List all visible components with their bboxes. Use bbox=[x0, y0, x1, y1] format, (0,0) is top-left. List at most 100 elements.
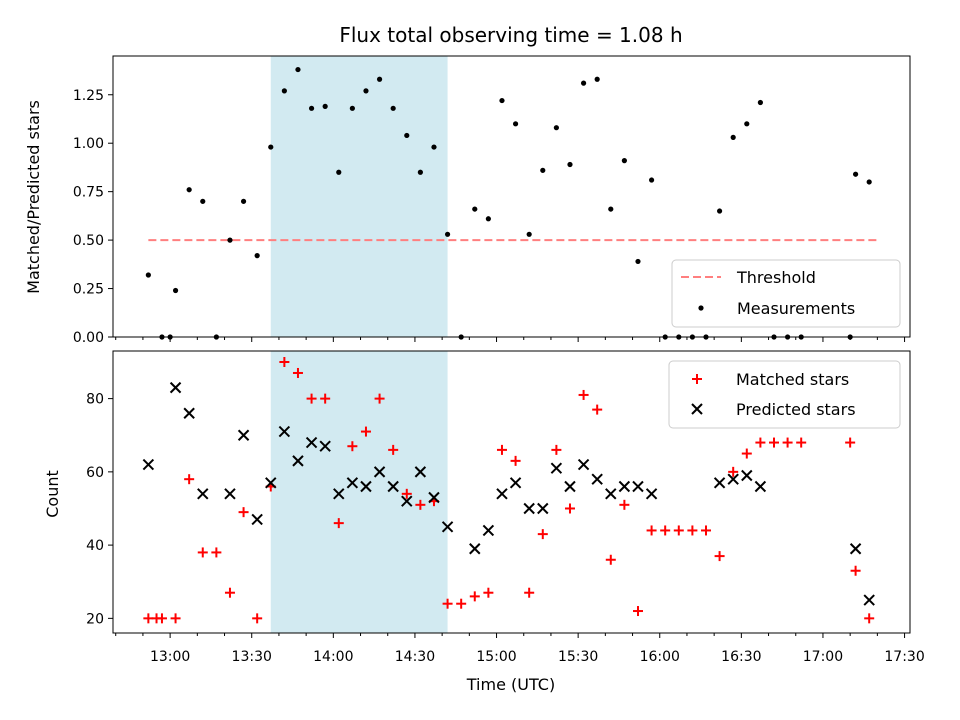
matched-star-point bbox=[151, 613, 162, 624]
legend-predicted-label: Predicted stars bbox=[736, 400, 856, 419]
predicted-star-point bbox=[618, 480, 631, 493]
matched-star-point bbox=[537, 529, 548, 540]
legend-box bbox=[671, 259, 901, 328]
y-tick-label: 80 bbox=[86, 392, 104, 408]
legend-matched-label: Matched stars bbox=[736, 370, 849, 389]
matched-star-point bbox=[211, 547, 222, 558]
matched-star-point bbox=[292, 367, 303, 378]
matched-star-point bbox=[714, 551, 725, 562]
x-tick-label: 17:30 bbox=[884, 649, 924, 665]
matched-star-point bbox=[646, 525, 657, 536]
measurement-point bbox=[172, 287, 179, 294]
measurement-point bbox=[499, 97, 505, 104]
y-tick-label: 0.75 bbox=[73, 185, 104, 201]
measurement-point bbox=[621, 158, 627, 164]
measurement-point bbox=[295, 66, 301, 73]
measurement-point bbox=[852, 171, 859, 177]
predicted-star-point bbox=[469, 543, 481, 555]
matched-star-point bbox=[279, 356, 290, 367]
predicted-star-point bbox=[849, 543, 862, 555]
y-tick-label: 20 bbox=[86, 611, 104, 627]
predicted-star-point bbox=[183, 407, 195, 419]
predicted-star-point bbox=[441, 521, 454, 533]
predicted-star-point bbox=[251, 513, 263, 526]
legend-measurements-swatch bbox=[698, 305, 704, 311]
predicted-star-point bbox=[292, 455, 304, 467]
matched-star-point bbox=[782, 437, 793, 448]
measurement-point bbox=[744, 121, 750, 127]
predicted-star-point bbox=[577, 458, 590, 471]
x-axis-label: Time (UTC) bbox=[466, 675, 555, 694]
predicted-star-point bbox=[346, 477, 359, 489]
legend-predicted-swatch bbox=[691, 403, 703, 415]
y-tick-label: 1.00 bbox=[73, 136, 104, 152]
matched-star-point bbox=[700, 525, 711, 536]
matched-star-point bbox=[592, 404, 603, 415]
matched-star-point bbox=[741, 448, 752, 459]
predicted-star-point bbox=[142, 458, 155, 471]
x-tick-label: 15:30 bbox=[558, 649, 598, 665]
matched-star-point bbox=[224, 587, 235, 598]
shaded-time-span bbox=[270, 351, 448, 633]
measurement-point bbox=[580, 80, 587, 86]
predicted-star-point bbox=[509, 477, 522, 489]
ratio-panel: Flux total observing time = 1.08 h Match… bbox=[24, 23, 911, 346]
matched-star-point bbox=[333, 518, 344, 529]
count-panel: Count Time (UTC) 13:00 13:30 14:00 14:30 15:… bbox=[43, 350, 925, 694]
measurement-point bbox=[404, 132, 410, 139]
measurement-point bbox=[866, 179, 872, 185]
predicted-star-point bbox=[605, 488, 617, 500]
matched-star-point bbox=[796, 437, 807, 448]
matched-star-point bbox=[456, 598, 467, 609]
predicted-star-point bbox=[197, 488, 209, 500]
measurement-point bbox=[526, 231, 532, 237]
matched-star-point bbox=[687, 525, 698, 536]
x-tick-label: 13:00 bbox=[150, 649, 190, 665]
matched-star-point bbox=[619, 499, 630, 510]
measurement-point bbox=[363, 88, 369, 94]
x-tick-label: 15:00 bbox=[476, 649, 516, 665]
matched-star-point bbox=[401, 488, 412, 499]
matched-star-point bbox=[415, 499, 426, 510]
matched-star-point bbox=[306, 393, 317, 404]
predicted-star-point bbox=[428, 491, 440, 504]
predicted-star-point bbox=[727, 473, 739, 485]
predicted-star-point bbox=[333, 488, 345, 500]
measurement-point bbox=[608, 206, 614, 212]
legend-threshold-label: Threshold bbox=[736, 268, 816, 287]
measurement-point bbox=[417, 169, 423, 175]
measurement-point bbox=[308, 105, 315, 111]
measurement-point bbox=[431, 144, 437, 150]
measurement-point bbox=[485, 216, 491, 222]
y-tick-label: 0.25 bbox=[73, 282, 104, 298]
shaded-time-span bbox=[270, 56, 448, 337]
y-axis-label: Matched/Predicted stars bbox=[24, 100, 43, 294]
matched-star-point bbox=[564, 503, 575, 514]
predicted-star-point bbox=[360, 480, 372, 493]
predicted-star-point bbox=[591, 473, 603, 485]
plot-frame bbox=[112, 350, 911, 634]
y-axis-label: Count bbox=[43, 470, 62, 518]
matched-star-point bbox=[850, 565, 861, 576]
measurement-point bbox=[635, 258, 641, 265]
measurement-point bbox=[376, 76, 383, 82]
matched-star-point bbox=[252, 613, 263, 624]
predicted-star-point bbox=[265, 477, 277, 489]
matched-star-point bbox=[551, 444, 562, 455]
measurement-point bbox=[322, 103, 328, 109]
measurement-point bbox=[200, 198, 206, 204]
matched-star-point bbox=[755, 437, 766, 448]
plot-frame bbox=[112, 55, 911, 338]
predicted-star-point bbox=[387, 480, 399, 493]
predicted-star-point bbox=[278, 425, 291, 438]
matched-star-point bbox=[673, 525, 684, 536]
measurement-point bbox=[730, 134, 736, 140]
predicted-star-point bbox=[482, 524, 495, 537]
predicted-star-point bbox=[713, 477, 726, 489]
measurement-point bbox=[268, 144, 274, 150]
predicted-star-point bbox=[863, 594, 875, 606]
matched-star-point bbox=[864, 613, 875, 624]
predicted-star-point bbox=[550, 462, 563, 474]
predicted-star-point bbox=[224, 488, 236, 500]
